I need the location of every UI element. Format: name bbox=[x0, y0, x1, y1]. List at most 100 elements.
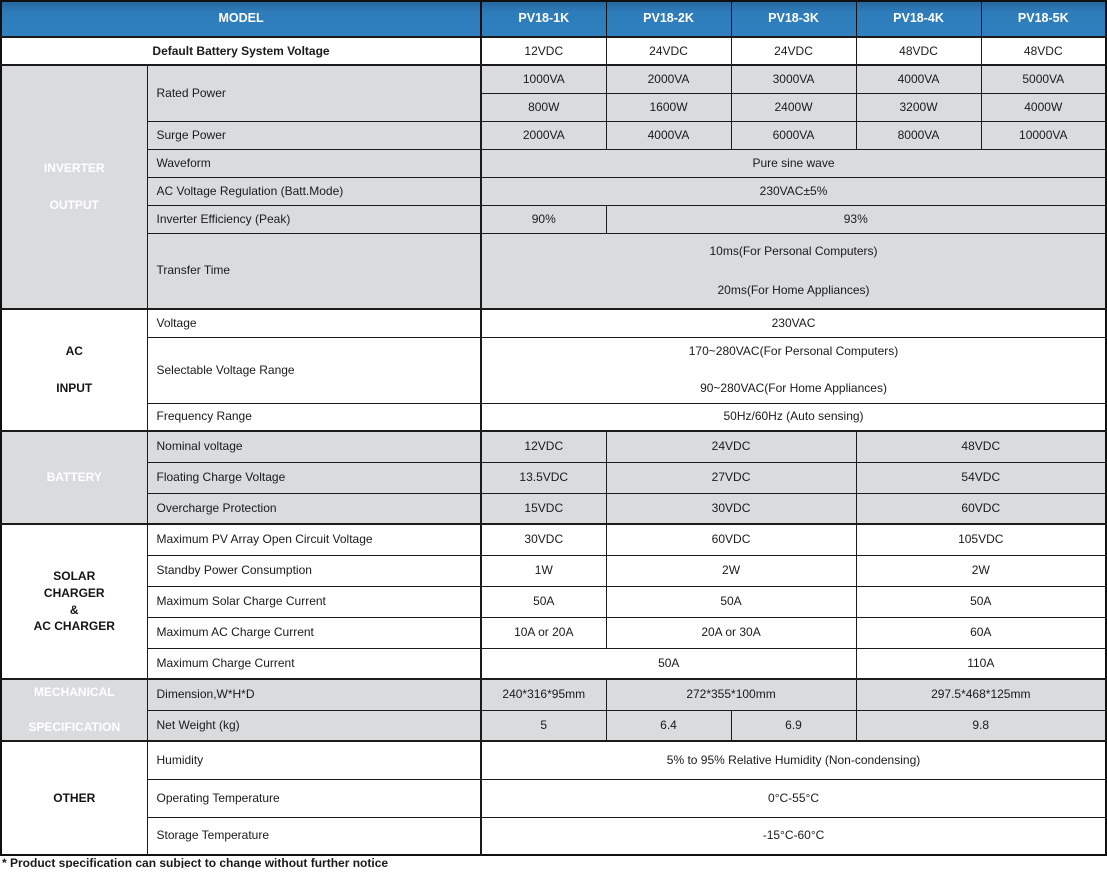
spec-label-cell: Overcharge Protection bbox=[146, 492, 482, 525]
value-cell: 800W bbox=[480, 92, 607, 122]
spec-label-cell: Net Weight (kg) bbox=[146, 709, 482, 742]
model-column-header: PV18-5K bbox=[980, 0, 1107, 38]
transfer-time-row: Transfer Time 10ms(For Personal Computer… bbox=[1, 232, 1107, 310]
value-cell: 230VAC±5% bbox=[480, 176, 1107, 206]
value-cell: 110A bbox=[855, 647, 1107, 680]
dimension-row: MECHANICAL SPECIFICATION Dimension,W*H*D… bbox=[0, 678, 1107, 742]
value-cell: 15VDC bbox=[480, 492, 607, 525]
value-cell: 30VDC bbox=[605, 492, 857, 525]
ac-voltage-row: AC INPUT Voltage 230VAC bbox=[0, 308, 1107, 432]
value-cell: 12VDC bbox=[480, 430, 607, 463]
value-cell: 60A bbox=[855, 616, 1107, 649]
value-cell: 6000VA bbox=[730, 120, 857, 150]
value-cell: 93% bbox=[605, 204, 1107, 234]
value-cell: 48VDC bbox=[980, 36, 1107, 66]
value-cell: 20A or 30A bbox=[605, 616, 857, 649]
max-solar-charge-current-row: Maximum Solar Charge Current 50A 50A 50A bbox=[1, 585, 1107, 618]
waveform-row: Waveform Pure sine wave bbox=[1, 148, 1107, 178]
model-column-header: PV18-2K bbox=[605, 0, 732, 38]
value-cell: 1000VA bbox=[480, 64, 607, 94]
spec-label-cell: Floating Charge Voltage bbox=[146, 461, 482, 494]
ac-voltage-regulation-row: AC Voltage Regulation (Batt.Mode) 230VAC… bbox=[1, 176, 1107, 206]
spec-label-cell: Humidity bbox=[146, 740, 482, 780]
value-cell: 2W bbox=[605, 554, 857, 587]
value-cell: 8000VA bbox=[855, 120, 982, 150]
section-cell-mechanical-specification: MECHANICAL SPECIFICATION bbox=[0, 678, 148, 742]
spec-label-cell: Dimension,W*H*D bbox=[146, 678, 482, 711]
rated-power-w-row: 800W 1600W 2400W 3200W 4000W bbox=[1, 92, 1107, 122]
spec-label-cell: Maximum Charge Current bbox=[146, 647, 482, 680]
value-cell: 4000VA bbox=[605, 120, 732, 150]
value-cell: 4000VA bbox=[855, 64, 982, 94]
spec-label-cell: Selectable Voltage Range bbox=[146, 336, 482, 404]
spec-label-cell: Maximum PV Array Open Circuit Voltage bbox=[146, 523, 482, 556]
spec-label-cell: Frequency Range bbox=[146, 402, 482, 432]
value-line: 170~280VAC(For Personal Computers) bbox=[688, 344, 899, 358]
value-cell: 5000VA bbox=[980, 64, 1107, 94]
footnote: * Product specification can subject to c… bbox=[2, 857, 389, 868]
section-title-line: MECHANICAL bbox=[33, 685, 115, 699]
spec-label-cell: AC Voltage Regulation (Batt.Mode) bbox=[146, 176, 482, 206]
value-cell: 10ms(For Personal Computers) 20ms(For Ho… bbox=[480, 232, 1107, 310]
inverter-efficiency-row: Inverter Efficiency (Peak) 90% 93% bbox=[1, 204, 1107, 234]
spec-label-cell: Transfer Time bbox=[146, 232, 482, 310]
standby-power-row: Standby Power Consumption 1W 2W 2W bbox=[1, 554, 1107, 587]
value-cell: 170~280VAC(For Personal Computers) 90~28… bbox=[480, 336, 1107, 404]
spec-label-cell: Voltage bbox=[146, 308, 482, 338]
overcharge-protection-row: Overcharge Protection 15VDC 30VDC 60VDC bbox=[1, 492, 1107, 525]
value-cell: 90% bbox=[480, 204, 607, 234]
value-cell: -15°C-60°C bbox=[480, 816, 1107, 856]
humidity-row: OTHER Humidity 5% to 95% Relative Humidi… bbox=[0, 740, 1107, 856]
value-cell: 1W bbox=[480, 554, 607, 587]
model-header-cell: MODEL bbox=[0, 0, 482, 38]
floating-charge-voltage-row: Floating Charge Voltage 13.5VDC 27VDC 54… bbox=[1, 461, 1107, 494]
value-cell: 5 bbox=[480, 709, 607, 742]
section-cell-solar-ac-charger: SOLAR CHARGER & AC CHARGER bbox=[0, 523, 148, 680]
value-cell: 50Hz/60Hz (Auto sensing) bbox=[480, 402, 1107, 432]
value-cell: 0°C-55°C bbox=[480, 778, 1107, 818]
value-cell: 3000VA bbox=[730, 64, 857, 94]
surge-power-row: Surge Power 2000VA 4000VA 6000VA 8000VA … bbox=[1, 120, 1107, 150]
value-cell: 5% to 95% Relative Humidity (Non-condens… bbox=[480, 740, 1107, 780]
value-cell: 2000VA bbox=[480, 120, 607, 150]
section-cell-other: OTHER bbox=[0, 740, 148, 856]
spec-label-cell: Nominal voltage bbox=[146, 430, 482, 463]
spec-label-cell: Surge Power bbox=[146, 120, 482, 150]
value-cell: 48VDC bbox=[855, 430, 1107, 463]
value-cell: 50A bbox=[480, 647, 857, 680]
max-charge-current-row: Maximum Charge Current 50A 110A bbox=[1, 647, 1107, 680]
value-cell: 54VDC bbox=[855, 461, 1107, 494]
section-title-line: & bbox=[69, 602, 79, 617]
value-cell: 24VDC bbox=[605, 36, 732, 66]
value-cell: 2000VA bbox=[605, 64, 732, 94]
spec-label-cell: Maximum AC Charge Current bbox=[146, 616, 482, 649]
value-cell: 10000VA bbox=[980, 120, 1107, 150]
value-cell: 13.5VDC bbox=[480, 461, 607, 494]
value-cell: 48VDC bbox=[855, 36, 982, 66]
spec-label-cell: Operating Temperature bbox=[146, 778, 482, 818]
value-cell: 6.4 bbox=[605, 709, 732, 742]
value-cell: 272*355*100mm bbox=[605, 678, 857, 711]
section-cell-inverter-output: INVERTER OUTPUT bbox=[0, 64, 148, 310]
value-cell: 3200W bbox=[855, 92, 982, 122]
section-title-line: AC CHARGER bbox=[33, 619, 115, 634]
table-header-row: MODEL PV18-1K PV18-2K PV18-3K PV18-4K PV… bbox=[0, 0, 1107, 38]
value-cell: Pure sine wave bbox=[480, 148, 1107, 178]
spec-label-cell: Maximum Solar Charge Current bbox=[146, 585, 482, 618]
default-voltage-row: Default Battery System Voltage 12VDC 24V… bbox=[0, 36, 1107, 66]
spec-label-cell: Waveform bbox=[146, 148, 482, 178]
operating-temperature-row: Operating Temperature 0°C-55°C bbox=[1, 778, 1107, 818]
value-cell: 2W bbox=[855, 554, 1107, 587]
value-cell: 240*316*95mm bbox=[480, 678, 607, 711]
section-title-line: CHARGER bbox=[43, 585, 105, 600]
section-title-line: SOLAR bbox=[53, 568, 96, 583]
section-cell-ac-input: AC INPUT bbox=[0, 308, 148, 432]
selectable-voltage-range-row: Selectable Voltage Range 170~280VAC(For … bbox=[1, 336, 1107, 404]
section-title-line: OUTPUT bbox=[49, 198, 99, 212]
value-line: 10ms(For Personal Computers) bbox=[709, 243, 878, 258]
section-title-line: INVERTER bbox=[43, 161, 105, 175]
max-ac-charge-current-row: Maximum AC Charge Current 10A or 20A 20A… bbox=[1, 616, 1107, 649]
value-cell: 4000W bbox=[980, 92, 1107, 122]
storage-temperature-row: Storage Temperature -15°C-60°C bbox=[1, 816, 1107, 856]
